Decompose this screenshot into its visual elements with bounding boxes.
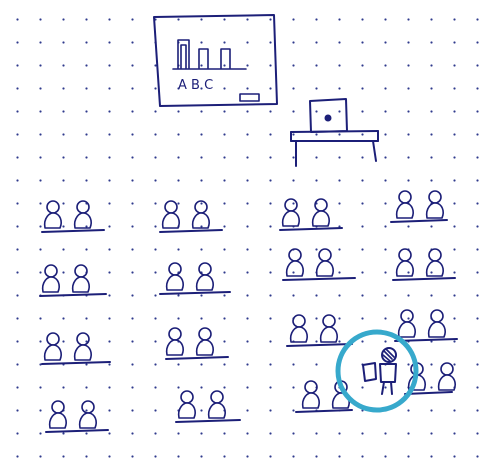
student-icon (165, 327, 184, 356)
student-icon (425, 248, 444, 277)
student-icon (207, 390, 226, 419)
student-icon (73, 332, 92, 361)
desk-11 (286, 314, 353, 347)
desk-13 (45, 400, 109, 433)
desk-line (286, 343, 353, 347)
desk-line (165, 356, 229, 360)
desk-line (159, 291, 231, 295)
student-icon (73, 200, 92, 229)
desk-7 (282, 248, 356, 281)
desk-4 (390, 190, 448, 223)
student-icon (301, 380, 320, 409)
desk-5 (39, 264, 107, 297)
student-icon (43, 200, 62, 229)
highlighted-student (335, 329, 419, 413)
desk-9 (41, 332, 111, 365)
student-icon (289, 314, 308, 343)
desk-line (390, 219, 448, 223)
desk-3 (279, 198, 343, 231)
desk-2 (159, 200, 223, 233)
student-icon (78, 400, 97, 429)
desk-line (41, 229, 105, 233)
desk-line (394, 338, 458, 342)
highlight-circle (335, 329, 419, 413)
desk-line (295, 409, 353, 413)
desk-line (39, 293, 107, 297)
student-icon (437, 362, 456, 391)
desk-line (41, 361, 111, 365)
student-icon (395, 248, 414, 277)
student-icon (43, 332, 62, 361)
student-icon (427, 309, 446, 338)
desk-14 (175, 390, 241, 423)
desk-line (175, 419, 241, 423)
student-icon (319, 314, 338, 343)
student-icon (397, 309, 416, 338)
desk-line (279, 227, 343, 231)
student-icon (425, 190, 444, 219)
desk-line (404, 391, 453, 395)
desk-line (45, 429, 109, 433)
desk-12 (394, 309, 458, 342)
teacher-desk (290, 130, 379, 167)
student-icon (161, 200, 180, 229)
desk-1 (41, 200, 105, 233)
board-text: A B C (178, 78, 213, 93)
desk-line (282, 277, 356, 281)
student-icon (191, 200, 210, 229)
desk-8 (392, 248, 456, 281)
student-icon (165, 262, 184, 291)
student-icon (71, 264, 90, 293)
student-icon (395, 190, 414, 219)
whiteboard: A B C (153, 14, 278, 107)
student-icon (48, 400, 67, 429)
desk-10 (165, 327, 229, 360)
student-icon (177, 390, 196, 419)
laptop-icon (309, 98, 348, 133)
student-icon (315, 248, 334, 277)
student-icon (195, 327, 214, 356)
student-desks (39, 190, 458, 433)
student-icon (195, 262, 214, 291)
desk-15 (295, 380, 353, 413)
student-icon (285, 248, 304, 277)
desk-line (159, 229, 223, 233)
desk-6 (159, 262, 231, 295)
student-icon (41, 264, 60, 293)
student-icon (311, 198, 330, 227)
student-icon (281, 198, 300, 227)
desk-line (392, 277, 456, 281)
